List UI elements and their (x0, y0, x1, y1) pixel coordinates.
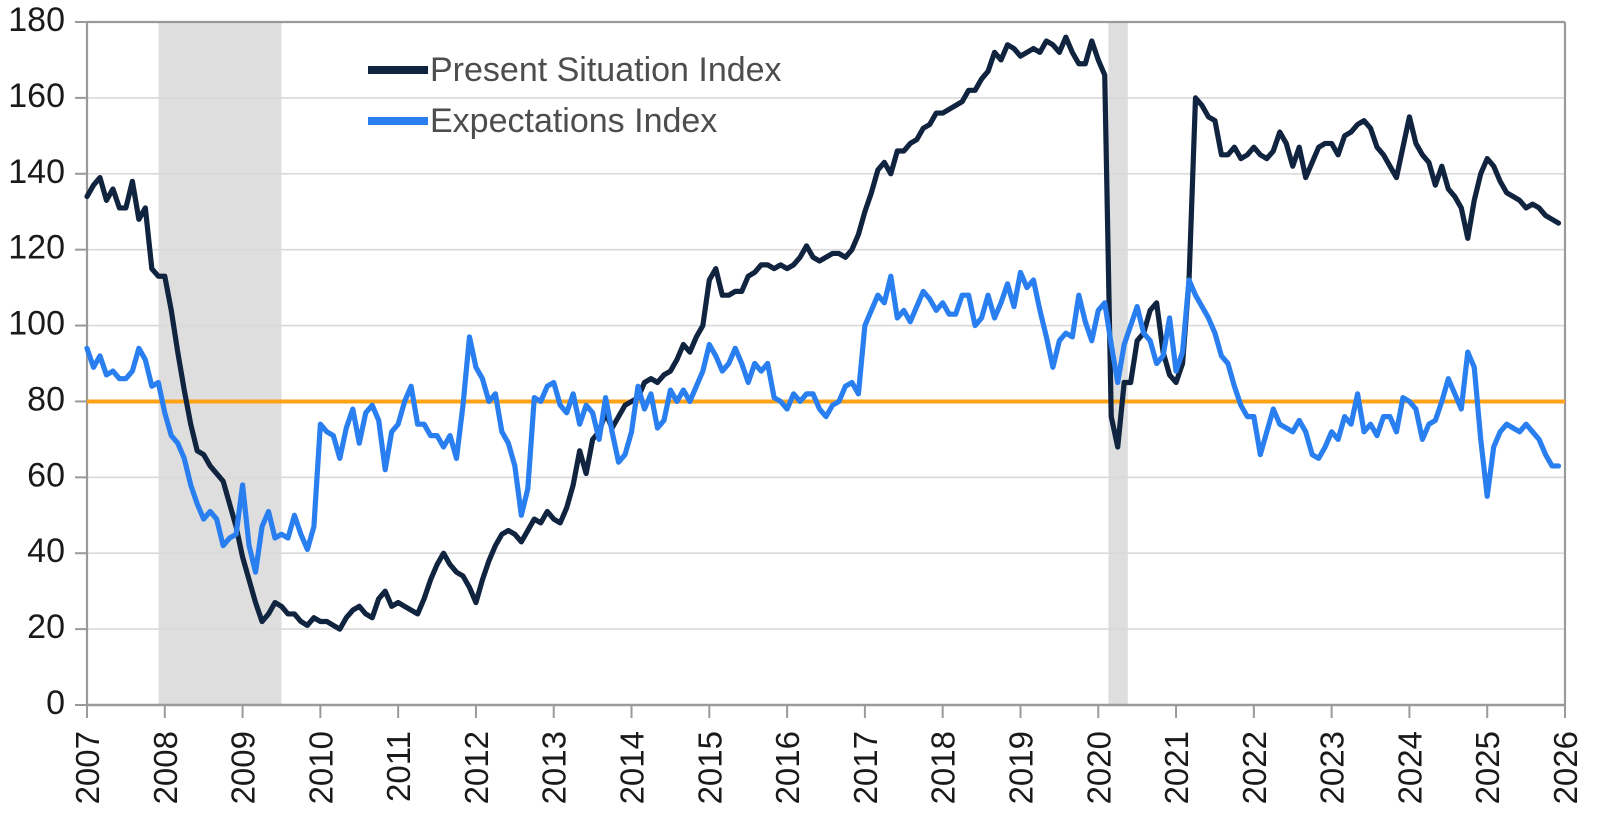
y-axis-labels: 0 20 40 60 80 100 120 140 160 180 (8, 1, 65, 722)
x-axis-tick-label: 2019 (1002, 731, 1039, 804)
series-lines (84, 34, 1562, 632)
x-axis-tick-label: 2018 (925, 731, 962, 804)
x-axis-tick-label: 2023 (1314, 731, 1351, 804)
x-axis-tick-label: 2011 (380, 731, 417, 802)
series-line-expectations (84, 269, 1562, 575)
y-axis-ticks (75, 21, 87, 706)
x-axis-tick-label: 2008 (147, 731, 184, 804)
y-axis-tick-label: 120 (8, 229, 65, 267)
y-axis-tick-label: 160 (8, 77, 65, 115)
x-axis-tick-label: 2010 (302, 731, 339, 804)
x-axis-ticks (86, 705, 1566, 718)
y-axis-tick-label: 180 (8, 1, 65, 39)
x-axis-tick-label: 2015 (691, 731, 728, 804)
x-axis-tick-label: 2009 (225, 731, 262, 804)
x-axis-labels: 2007 2008 2009 2010 2011 2012 2013 2014 2015 2016… (69, 731, 1584, 804)
recession-band (1108, 22, 1128, 705)
x-axis-tick-label: 2013 (536, 731, 573, 804)
x-axis-tick-label: 2021 (1158, 731, 1195, 804)
series-line-present-situation (84, 34, 1562, 632)
x-axis-tick-label: 2025 (1469, 731, 1506, 804)
y-axis-tick-label: 140 (8, 153, 65, 191)
x-axis-tick-label: 2022 (1236, 731, 1273, 804)
y-axis-tick-label: 100 (8, 305, 65, 343)
x-axis-tick-label: 2017 (847, 731, 884, 804)
x-axis-tick-label: 2026 (1547, 731, 1584, 804)
recession-band (158, 22, 282, 705)
chart-legend: Present Situation Index Expectations Inde… (368, 51, 782, 140)
legend-label-expectations: Expectations Index (430, 102, 717, 140)
x-axis-tick-label: 2012 (458, 731, 495, 804)
x-axis-tick-label: 2016 (769, 731, 806, 804)
x-axis-tick-label: 2014 (614, 731, 651, 804)
y-axis-tick-label: 60 (27, 456, 65, 494)
legend-label-present-situation: Present Situation Index (430, 51, 782, 89)
x-axis-tick-label: 2007 (69, 731, 106, 804)
y-axis-tick-label: 0 (46, 684, 65, 722)
x-axis-tick-label: 2024 (1391, 731, 1428, 804)
y-axis-tick-label: 20 (27, 608, 65, 646)
y-axis-tick-label: 80 (27, 380, 65, 418)
x-axis-tick-label: 2020 (1080, 731, 1117, 804)
y-axis-tick-label: 40 (27, 532, 65, 570)
plot-border (85, 20, 1567, 707)
